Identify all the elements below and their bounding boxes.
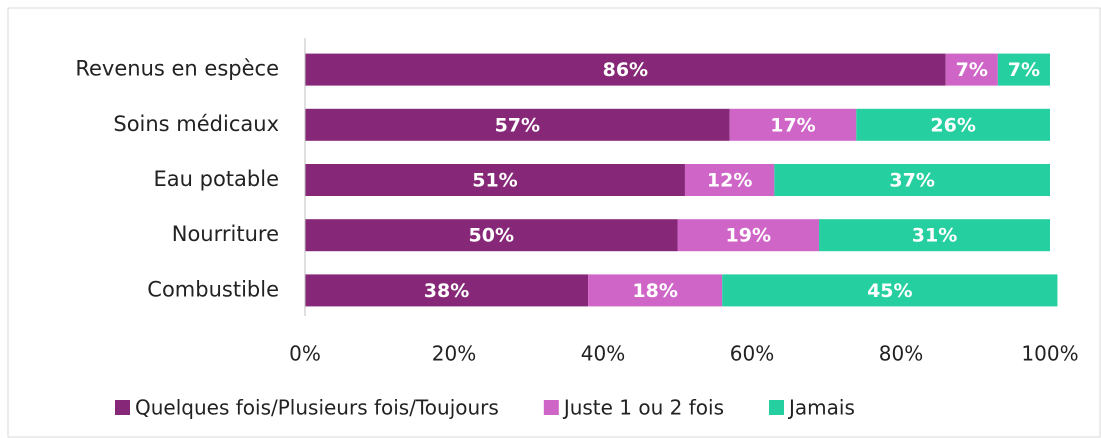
- data-label: 7%: [1008, 59, 1040, 81]
- legend-swatch: [115, 400, 130, 415]
- bar-segment: [305, 274, 589, 307]
- data-label: 51%: [472, 170, 517, 192]
- category-label: Revenus en espèce: [75, 57, 279, 81]
- chart-frame: [7, 7, 1101, 438]
- bar-segment: [305, 108, 730, 141]
- category-label: Eau potable: [154, 167, 280, 191]
- bar-segment: [945, 53, 998, 86]
- legend-label: Quelques fois/Plusieurs fois/Toujours: [135, 396, 499, 420]
- data-label: 86%: [603, 59, 648, 81]
- data-label: 45%: [867, 280, 912, 302]
- x-tick-label: 20%: [432, 342, 476, 366]
- bar-segment: [684, 164, 775, 196]
- data-label: 7%: [956, 59, 988, 81]
- x-tick-label: 40%: [581, 342, 625, 366]
- data-label: 50%: [469, 225, 514, 247]
- x-tick-label: 0%: [289, 342, 321, 366]
- bar-segment: [305, 53, 946, 86]
- bar-segment: [588, 274, 723, 307]
- data-label: 57%: [495, 114, 540, 136]
- bar-segment: [722, 274, 1058, 307]
- x-tick-label: 60%: [730, 342, 774, 366]
- data-label: 26%: [930, 114, 975, 136]
- bar-segment: [305, 219, 678, 252]
- legend-label: Jamais: [787, 396, 855, 420]
- category-label: Combustible: [147, 277, 279, 301]
- bar-segment: [305, 164, 685, 196]
- x-tick-label: 100%: [1021, 342, 1078, 366]
- bar-segment: [774, 164, 1050, 196]
- bar-segment: [856, 108, 1050, 141]
- legend-label: Juste 1 ou 2 fois: [562, 396, 724, 420]
- legend-swatch: [769, 400, 784, 415]
- data-label: 17%: [770, 114, 815, 136]
- bar-segment: [729, 108, 857, 141]
- category-label: Soins médicaux: [113, 112, 279, 136]
- data-label: 31%: [912, 225, 957, 247]
- data-label: 37%: [889, 170, 934, 192]
- data-label: 38%: [424, 280, 469, 302]
- bar-segment: [819, 219, 1050, 252]
- category-label: Nourriture: [172, 222, 279, 246]
- bar-segment: [677, 219, 820, 252]
- data-label: 12%: [707, 170, 752, 192]
- x-tick-label: 80%: [879, 342, 923, 366]
- bar-segment: [997, 53, 1050, 86]
- data-label: 18%: [632, 280, 677, 302]
- legend-swatch: [543, 400, 559, 415]
- data-label: 19%: [726, 225, 771, 247]
